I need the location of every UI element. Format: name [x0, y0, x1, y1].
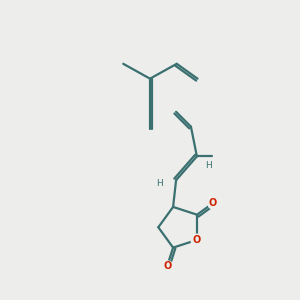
- Text: O: O: [163, 261, 171, 271]
- Text: O: O: [193, 235, 201, 245]
- Text: O: O: [208, 198, 217, 208]
- Text: H: H: [206, 161, 212, 170]
- Text: H: H: [156, 178, 163, 188]
